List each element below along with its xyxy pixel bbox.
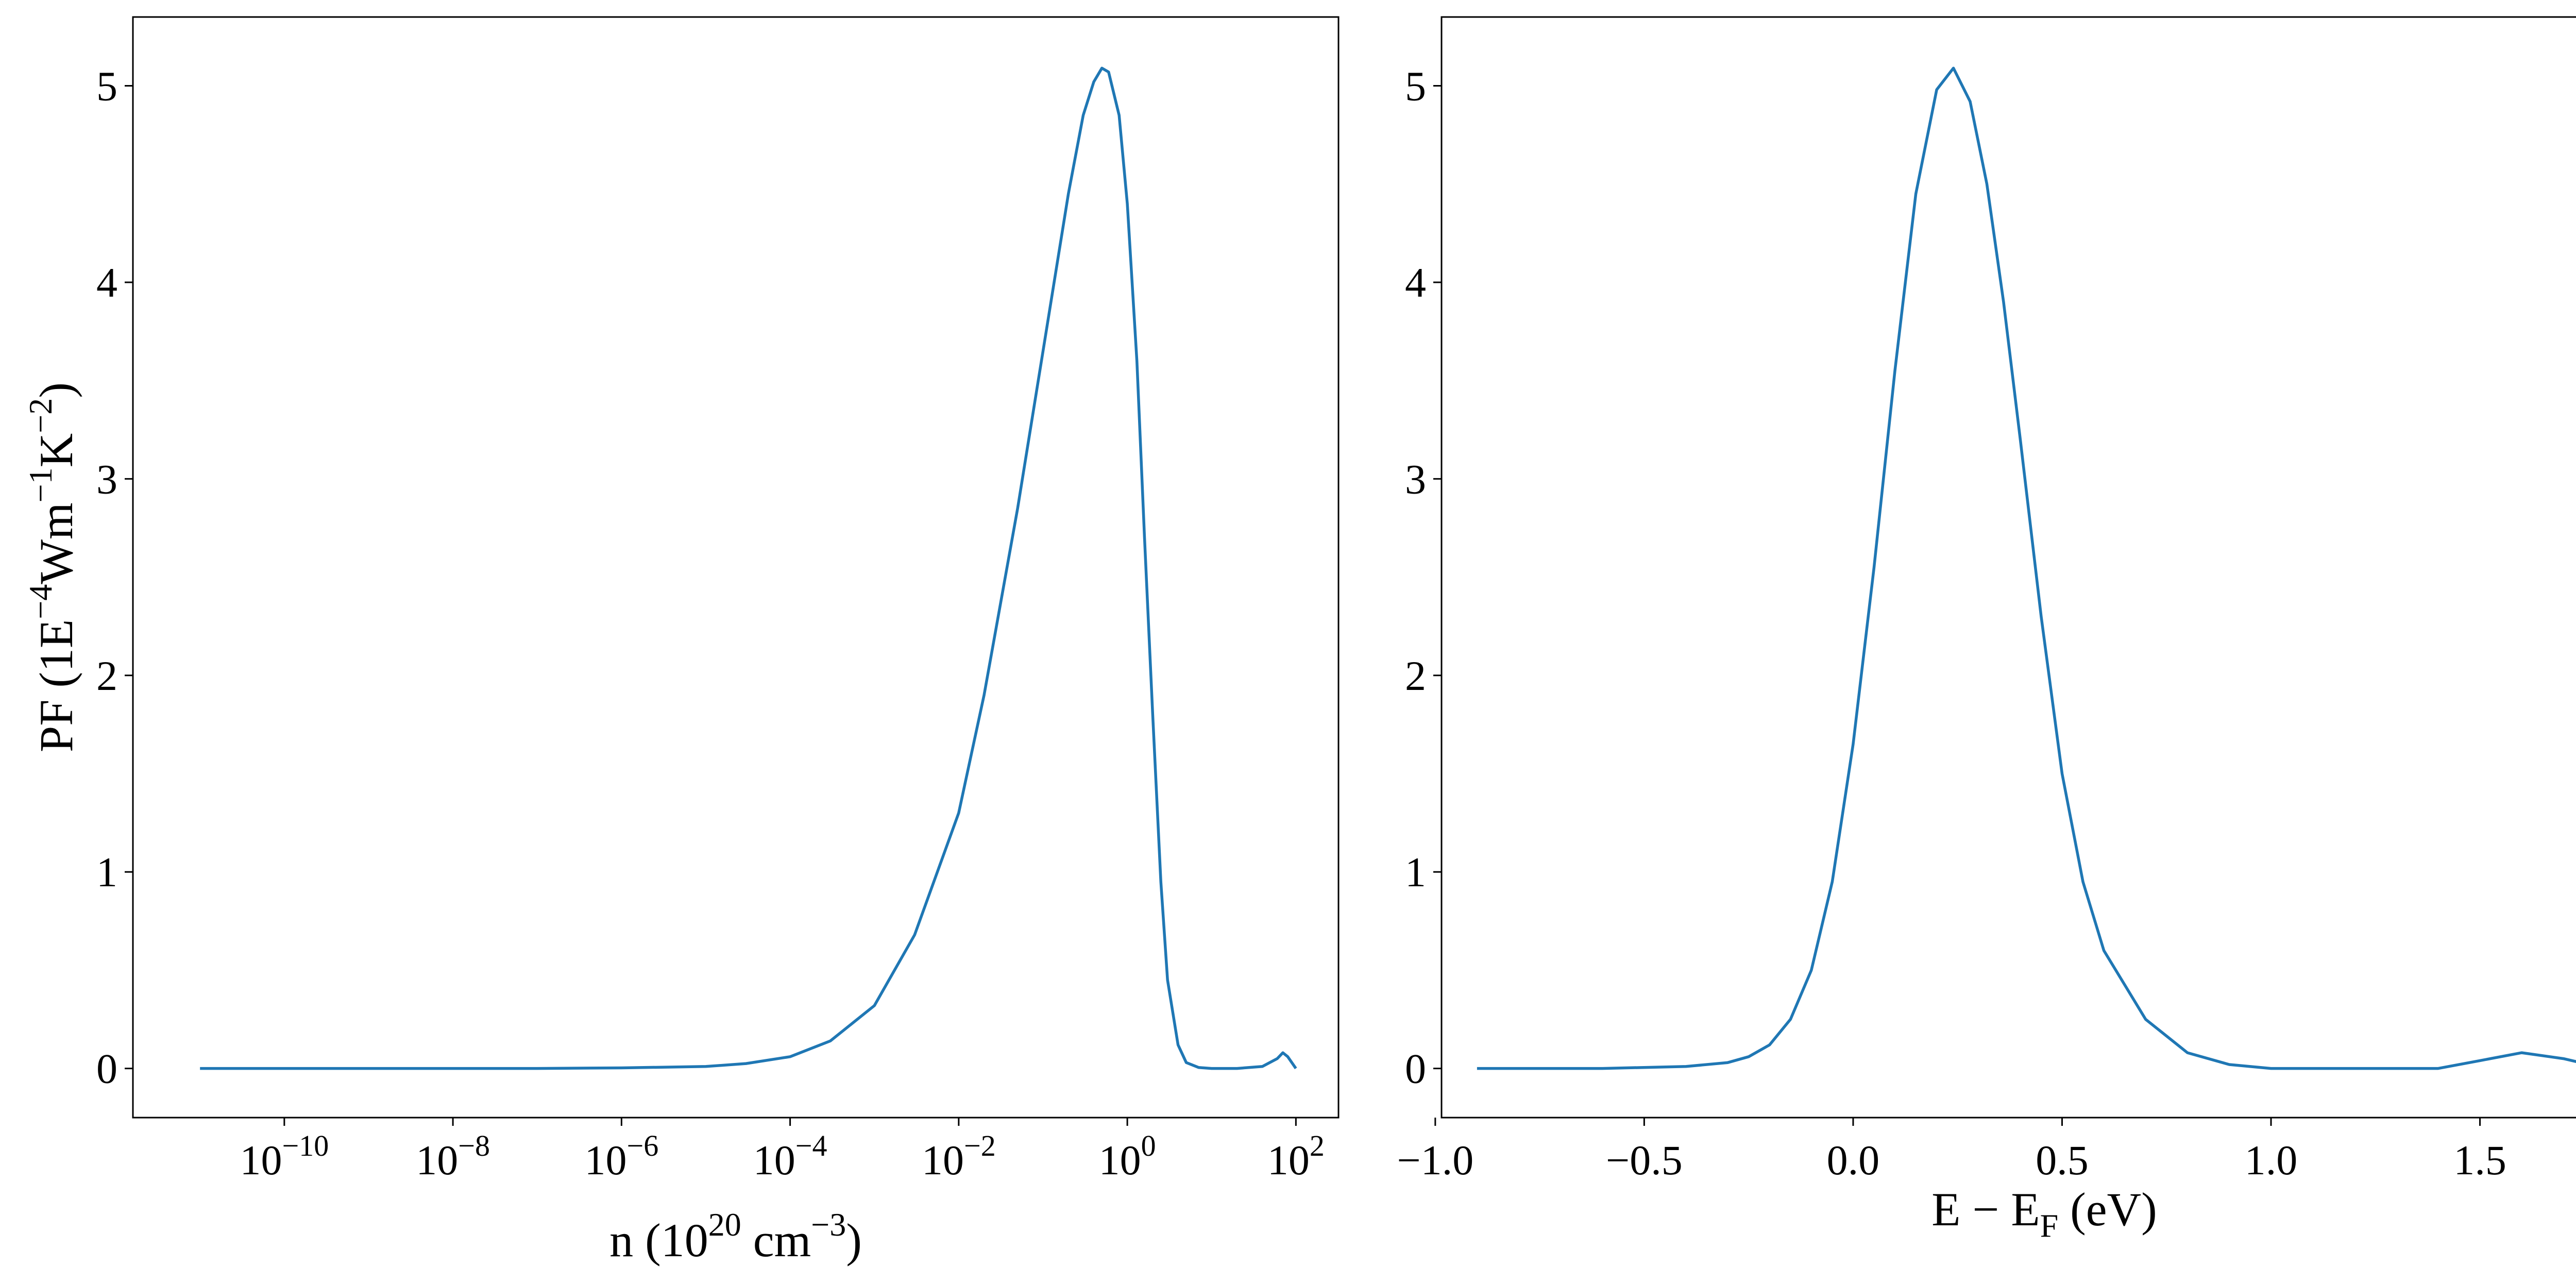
right-x-ticks: −1.0 −0.5 0.0 0.5 1.0 1.5 <box>1397 1118 2506 1184</box>
y-tick-label: 3 <box>1405 455 1426 502</box>
y-tick-label: 2 <box>1405 652 1426 699</box>
y-tick-label: 0 <box>96 1045 117 1092</box>
left-panel: 0 1 2 3 4 5 10−10 10−8 10−6 10−4 10−2 100 102 n (10… <box>22 16 1340 1267</box>
left-series-points <box>200 68 1296 1069</box>
x-tick-label: 102 <box>1267 1129 1325 1184</box>
x-tick-label: 0.5 <box>2036 1137 2089 1184</box>
left-series-line <box>200 66 1297 1070</box>
left-plot-frame <box>132 16 1340 1119</box>
left-y-ticks: 0 1 2 3 4 5 <box>96 63 133 1092</box>
x-tick-label: −1.0 <box>1397 1137 1473 1184</box>
y-tick-label: 1 <box>96 849 117 896</box>
x-tick-label: 0.0 <box>1827 1137 1880 1184</box>
x-tick-label: 1.0 <box>2245 1137 2298 1184</box>
right-y-ticks: 0 1 2 3 4 5 <box>1405 63 1442 1092</box>
x-tick-label: 10−4 <box>753 1129 827 1184</box>
right-panel: 0 1 2 3 4 5 −1.0 −0.5 0.0 0.5 1.0 1.5 E − EF (eV) <box>1397 16 2576 1244</box>
x-tick-label: 10−8 <box>416 1129 490 1184</box>
right-series-line <box>1477 66 2576 1070</box>
y-tick-label: 4 <box>96 259 117 306</box>
y-tick-label: 5 <box>96 63 117 110</box>
y-tick-label: 1 <box>1405 849 1426 896</box>
y-tick-label: 0 <box>1405 1045 1426 1092</box>
x-tick-label: 10−2 <box>922 1129 996 1184</box>
y-axis-label: PF (1E−4Wm−1K−2) <box>22 382 82 752</box>
y-tick-label: 2 <box>96 652 117 699</box>
left-x-ticks: 10−10 10−8 10−6 10−4 10−2 100 102 <box>240 1118 1325 1184</box>
y-tick-label: 4 <box>1405 259 1426 306</box>
x-tick-label: −0.5 <box>1606 1137 1683 1184</box>
y-tick-label: 3 <box>96 455 117 502</box>
y-tick-label: 5 <box>1405 63 1426 110</box>
x-tick-label: 100 <box>1099 1129 1156 1184</box>
left-x-axis-label: n (1020 cm−3) <box>609 1206 862 1267</box>
x-tick-label: 10−6 <box>584 1129 658 1184</box>
right-plot-frame <box>1440 16 2576 1119</box>
right-series-points <box>1477 68 2576 1069</box>
right-x-axis-label: E − EF (eV) <box>1931 1183 2157 1244</box>
x-tick-label: 1.5 <box>2453 1137 2506 1184</box>
x-tick-label: 10−10 <box>240 1129 329 1184</box>
